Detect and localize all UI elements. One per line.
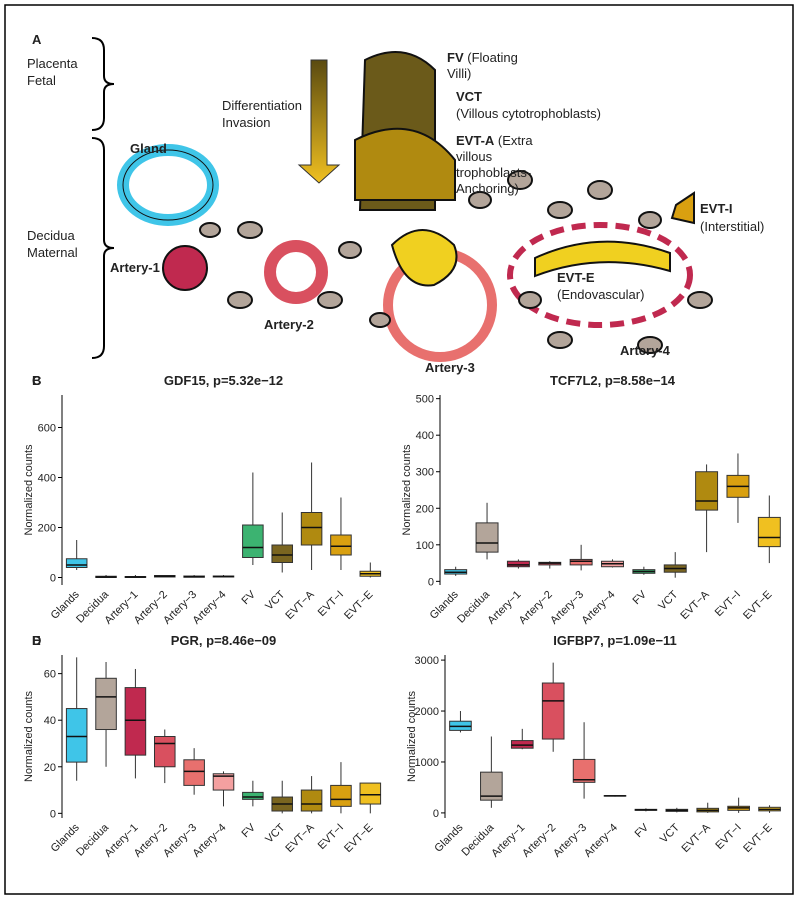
label: EVT-I [700, 201, 733, 216]
box [65, 708, 88, 763]
label: villous [456, 149, 493, 164]
y-tick-label: 1000 [415, 757, 439, 769]
chart-title: GDF15, p=5.32e−12 [164, 373, 283, 388]
label: Placenta [27, 56, 78, 71]
label: EVT-A (Extra [456, 133, 533, 148]
box [212, 773, 235, 791]
label: FV (Floating [447, 50, 518, 65]
y-tick-label: 400 [38, 473, 56, 485]
label-bold: FV [447, 50, 464, 65]
y-tick-label: 2000 [415, 706, 439, 718]
box [359, 782, 382, 805]
box [510, 740, 534, 749]
y-tick-label: 0 [433, 808, 439, 820]
label: Gland [130, 141, 167, 156]
box [541, 682, 565, 740]
label: Maternal [27, 245, 78, 260]
box [242, 791, 264, 800]
label: Artery-1 [110, 260, 160, 275]
chart-title: IGFBP7, p=1.09e−11 [553, 633, 677, 648]
y-tick-label: 200 [416, 503, 434, 515]
label: (Villous cytotrophoblasts) [456, 106, 601, 121]
y-tick-label: 300 [416, 467, 434, 479]
label: VCT [456, 89, 482, 104]
box [330, 784, 352, 807]
panel-letter: D [32, 633, 41, 648]
diagram: A Placenta Fetal Decidua Maternal Differ… [27, 32, 764, 375]
box [124, 687, 147, 756]
y-tick-label: 100 [416, 540, 434, 552]
y-tick-label: 40 [44, 715, 56, 727]
y-tick-label: 0 [50, 808, 56, 820]
label-text: (Floating [467, 50, 518, 65]
panel-letter: C [32, 373, 42, 388]
chart-title: TCF7L2, p=8.58e−14 [550, 373, 676, 388]
label: Differentiation [222, 98, 302, 113]
box [271, 544, 294, 563]
label: Artery-4 [620, 343, 671, 358]
label: Villi) [447, 66, 471, 81]
box [695, 471, 719, 511]
panel-letter: E [32, 633, 41, 648]
y-tick-label: 0 [428, 576, 434, 588]
label-bold: EVT-A [456, 133, 495, 148]
y-axis-label: Normalized counts [23, 444, 35, 536]
cells [117, 51, 713, 362]
label-text: (Extra [498, 133, 533, 148]
y-axis-label: Normalized counts [401, 444, 413, 536]
y-axis-label: Normalized counts [406, 690, 418, 782]
box [757, 516, 781, 548]
box [572, 758, 596, 783]
box [569, 558, 593, 566]
y-tick-label: 0 [50, 573, 56, 585]
label: trophoblasts- [456, 165, 531, 180]
y-tick-label: 20 [44, 762, 56, 774]
box [153, 736, 176, 768]
box [95, 677, 117, 731]
box [480, 771, 503, 801]
label: (Interstitial) [700, 219, 764, 234]
box [183, 759, 205, 786]
y-tick-label: 400 [416, 430, 434, 442]
box [330, 534, 352, 556]
y-tick-label: 200 [38, 523, 56, 535]
box [506, 560, 530, 568]
box [65, 558, 88, 568]
label: Decidua [27, 228, 75, 243]
y-tick-label: 500 [416, 394, 434, 406]
label: Fetal [27, 73, 56, 88]
chart-title: PGR, p=8.46e−09 [171, 633, 277, 648]
y-tick-label: 60 [44, 669, 56, 681]
box [300, 512, 323, 546]
label: Anchoring) [456, 181, 519, 196]
brace [91, 137, 115, 359]
label: (Endovascular) [557, 287, 644, 302]
label: Artery-2 [264, 317, 314, 332]
label: Artery-3 [425, 360, 475, 375]
label: EVT-E [557, 270, 595, 285]
panel-letter: B [32, 373, 41, 388]
box [300, 789, 323, 812]
box [475, 522, 499, 553]
y-tick-label: 3000 [415, 655, 439, 667]
panel-letter: A [32, 32, 42, 47]
box [242, 524, 264, 558]
label: Invasion [222, 115, 270, 130]
arrow [297, 59, 341, 184]
brace [91, 37, 115, 131]
y-tick-label: 600 [38, 423, 56, 435]
y-axis-label: Normalized counts [23, 690, 35, 782]
